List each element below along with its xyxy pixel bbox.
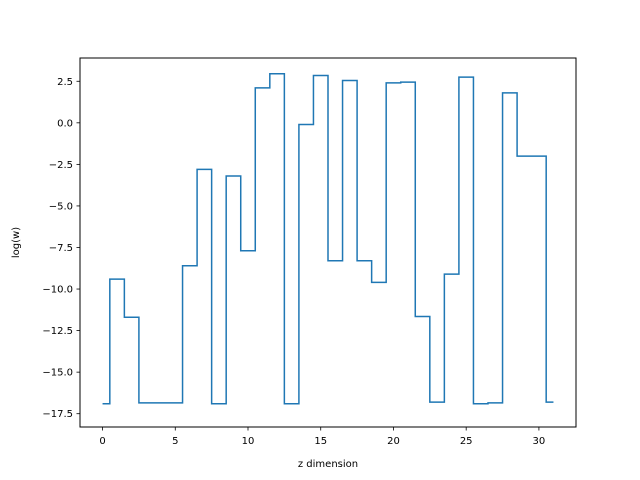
y-tick-label: −15.0 bbox=[42, 368, 73, 379]
y-tick-label: −7.5 bbox=[49, 243, 73, 254]
y-axis-label: log(w) bbox=[11, 227, 22, 258]
x-axis-label: z dimension bbox=[298, 459, 358, 470]
x-tick-label: 15 bbox=[314, 436, 327, 447]
y-tick-label: −5.0 bbox=[49, 201, 73, 212]
x-tick-label: 0 bbox=[99, 436, 105, 447]
axes-frame bbox=[79, 57, 577, 428]
x-tick-label: 10 bbox=[242, 436, 255, 447]
y-tick-label: −17.5 bbox=[42, 409, 73, 420]
y-tick-label: −12.5 bbox=[42, 326, 73, 337]
x-tick-label: 30 bbox=[533, 436, 546, 447]
y-tick-label: 2.5 bbox=[57, 77, 73, 88]
series-line-0 bbox=[102, 73, 554, 405]
y-axis: 2.5 0.0 −2.5 −5.0 −7.5 −10.0 −12.5 −15.0 −17.5 bbox=[42, 77, 80, 420]
x-tick-label: 20 bbox=[387, 436, 400, 447]
y-tick-label: 0.0 bbox=[57, 118, 73, 129]
x-tick-label: 5 bbox=[172, 436, 178, 447]
y-tick-label: −2.5 bbox=[49, 160, 73, 171]
plot-area bbox=[102, 73, 554, 405]
y-tick-label: −10.0 bbox=[42, 285, 73, 296]
x-axis: 0 5 10 15 20 25 30 bbox=[99, 427, 545, 447]
x-tick-label: 25 bbox=[460, 436, 473, 447]
